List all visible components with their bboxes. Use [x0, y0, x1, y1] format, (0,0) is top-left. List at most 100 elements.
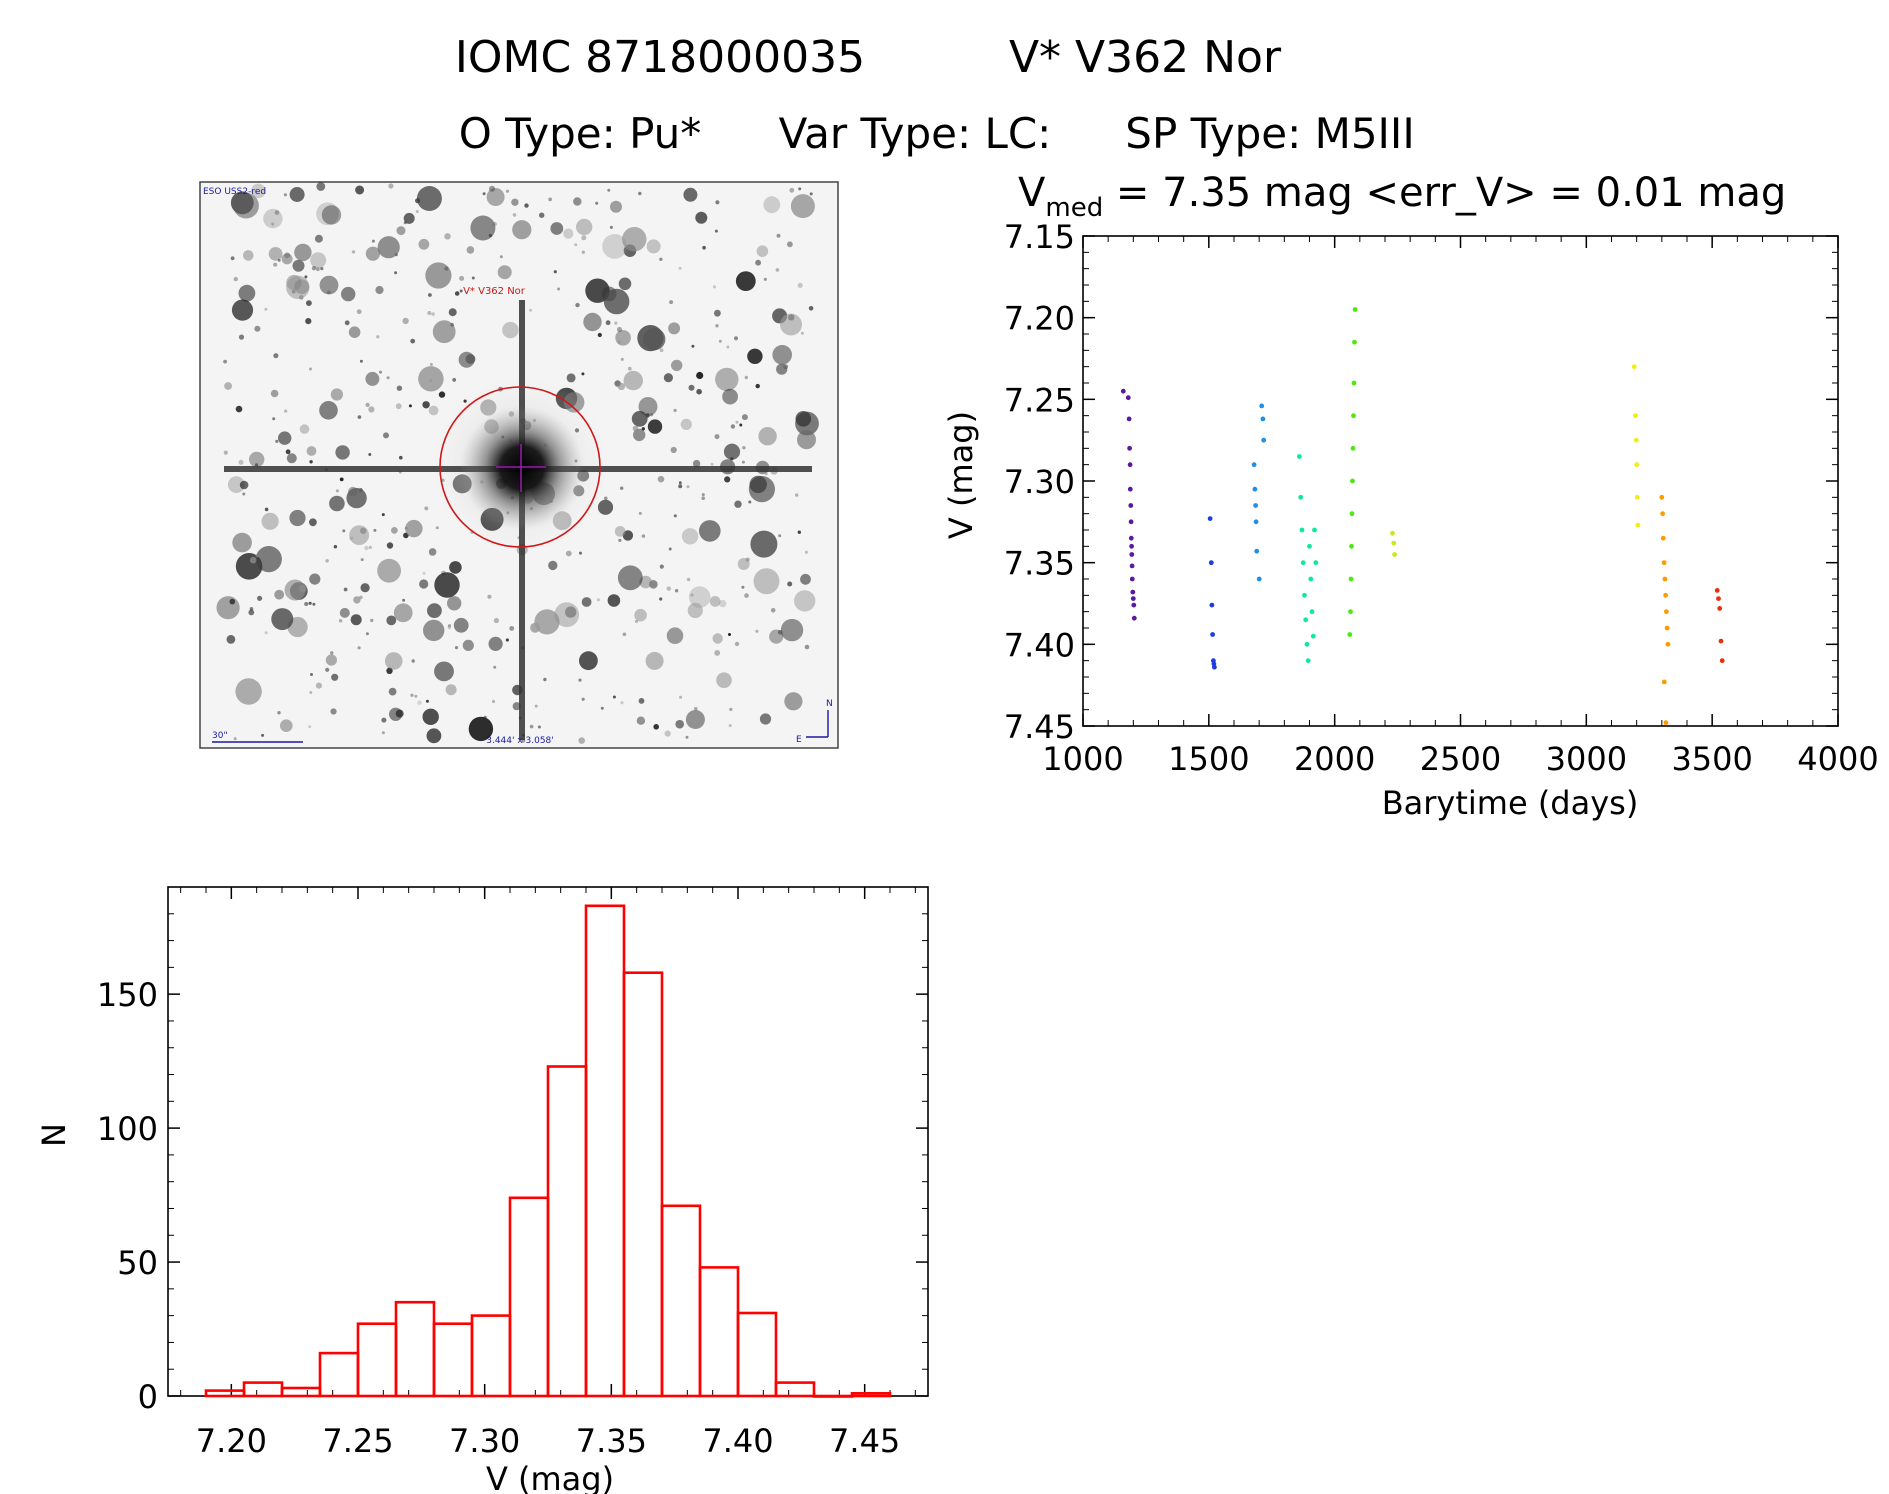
field-star [622, 227, 647, 252]
field-star [610, 200, 622, 213]
field-star [617, 382, 626, 391]
field-star [579, 551, 582, 555]
lightcurve-point [1631, 364, 1637, 370]
lightcurve-point [1634, 462, 1640, 468]
field-star [419, 579, 429, 589]
object-type-label: O Type: Pu* [459, 109, 702, 158]
field-star [509, 626, 515, 631]
field-star [638, 397, 658, 416]
lightcurve-point [1253, 519, 1259, 525]
field-star [673, 514, 677, 518]
field-star [349, 536, 354, 541]
field-star [388, 183, 394, 189]
field-star [356, 309, 362, 315]
histogram-chart: 7.20 7.25 7.30 7.35 7.40 7.45 0 50 100 150 V (mag… [35, 886, 929, 1494]
field-star [316, 267, 320, 272]
field-star [715, 367, 739, 392]
field-star [343, 587, 348, 592]
north-label: N [826, 699, 833, 709]
field-star [790, 194, 815, 219]
field-star [448, 308, 457, 317]
field-star [607, 188, 611, 192]
field-star [543, 677, 547, 682]
field-star [749, 475, 767, 494]
field-star [468, 716, 494, 742]
field-star [408, 404, 412, 408]
x-tick-label: 1500 [1168, 740, 1249, 778]
field-star [595, 201, 599, 205]
lightcurve-chart: Vmed = 7.35 mag <err_V> = 0.01 mag 1000 1… [942, 170, 1879, 822]
field-star [309, 573, 321, 585]
field-star [325, 559, 329, 563]
field-star [809, 192, 813, 196]
survey-label: ESO USS2-red [203, 187, 266, 197]
field-star [365, 632, 369, 636]
field-star [264, 307, 268, 311]
lightcurve-axes: 1000 1500 2000 2500 3000 3500 4000 7.15 7.20 7.25… [1004, 218, 1879, 778]
x-tick-label: 7.35 [576, 1422, 647, 1460]
field-star [730, 424, 736, 429]
field-star [235, 678, 262, 705]
target-star [460, 406, 584, 530]
field-star [492, 700, 495, 703]
x-tick-label: 7.30 [449, 1422, 520, 1460]
field-star [319, 401, 338, 420]
field-star [764, 472, 768, 476]
field-star [804, 644, 810, 650]
field-star [339, 477, 344, 482]
target-label: V* V362 Nor [463, 286, 526, 297]
field-star [249, 607, 254, 611]
field-star [261, 733, 265, 737]
field-star [550, 222, 564, 235]
field-star [641, 534, 646, 538]
field-star [233, 192, 259, 219]
field-star [505, 638, 509, 642]
field-star [277, 711, 281, 715]
field-star [574, 243, 578, 247]
target-circle [439, 386, 601, 548]
field-star [447, 624, 452, 628]
histogram-bar [280, 1386, 322, 1398]
field-star [681, 528, 699, 545]
lightcurve-point [1126, 416, 1132, 422]
field-star [772, 345, 792, 365]
field-star [465, 354, 476, 364]
field-star [254, 325, 261, 332]
field-star [351, 250, 356, 254]
field-star [804, 550, 808, 554]
histogram-y-label: N [35, 1123, 73, 1147]
x-tick-label: 3000 [1546, 740, 1627, 778]
field-star [310, 252, 327, 269]
lightcurve-point [1127, 445, 1132, 451]
field-star [529, 724, 534, 729]
field-star [728, 724, 732, 728]
field-star [375, 285, 384, 295]
field-star [563, 228, 574, 239]
field-star [277, 258, 281, 262]
field-star [365, 371, 380, 386]
field-star [319, 275, 339, 295]
lightcurve-point [1299, 527, 1305, 533]
field-star [311, 266, 317, 271]
field-star [680, 418, 692, 430]
field-star [321, 205, 342, 225]
field-star [539, 212, 545, 218]
field-star [394, 271, 398, 275]
lightcurve-points [1120, 307, 1725, 726]
lightcurve-point [1297, 454, 1302, 459]
field-star [250, 183, 266, 199]
field-star [597, 332, 602, 338]
field-star [371, 239, 375, 243]
field-star [499, 255, 503, 259]
field-star [808, 306, 814, 311]
field-star [666, 586, 671, 591]
field-star [685, 735, 689, 739]
field-star [633, 428, 646, 442]
field-star [604, 496, 608, 501]
lightcurve-point [1664, 609, 1669, 615]
lightcurve-point [1251, 462, 1257, 468]
lightcurve-point [1635, 522, 1641, 528]
field-star [329, 651, 334, 655]
field-star [422, 571, 426, 575]
field-star [623, 370, 643, 391]
